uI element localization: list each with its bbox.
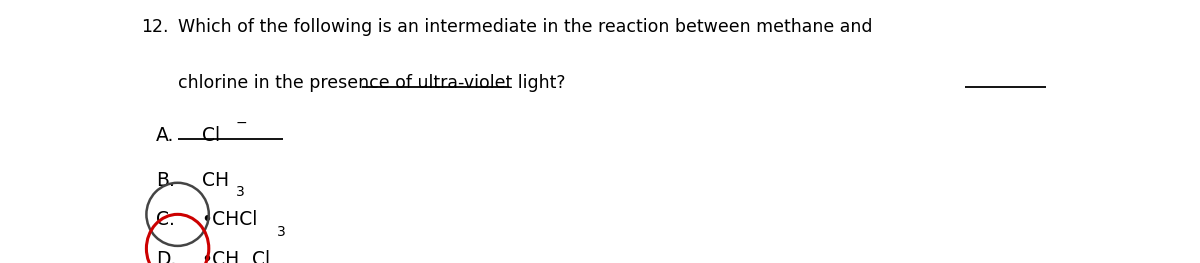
Text: •CH: •CH [202,250,240,263]
Text: 3: 3 [236,185,245,199]
Text: Which of the following is an intermediate in the reaction between methane and: Which of the following is an intermediat… [178,18,872,36]
Text: A.: A. [156,126,174,145]
Text: D.: D. [156,250,176,263]
Text: Cl: Cl [252,250,270,263]
Text: Cl: Cl [202,126,220,145]
Text: 3: 3 [277,225,286,239]
Text: B.: B. [156,171,175,190]
Text: 12.: 12. [142,18,169,36]
Text: CH: CH [202,171,229,190]
Text: C.: C. [156,210,175,229]
Text: −: − [235,116,247,130]
Text: chlorine in the presence of ultra-violet light?: chlorine in the presence of ultra-violet… [178,74,565,92]
Text: •CHCl: •CHCl [202,210,258,229]
